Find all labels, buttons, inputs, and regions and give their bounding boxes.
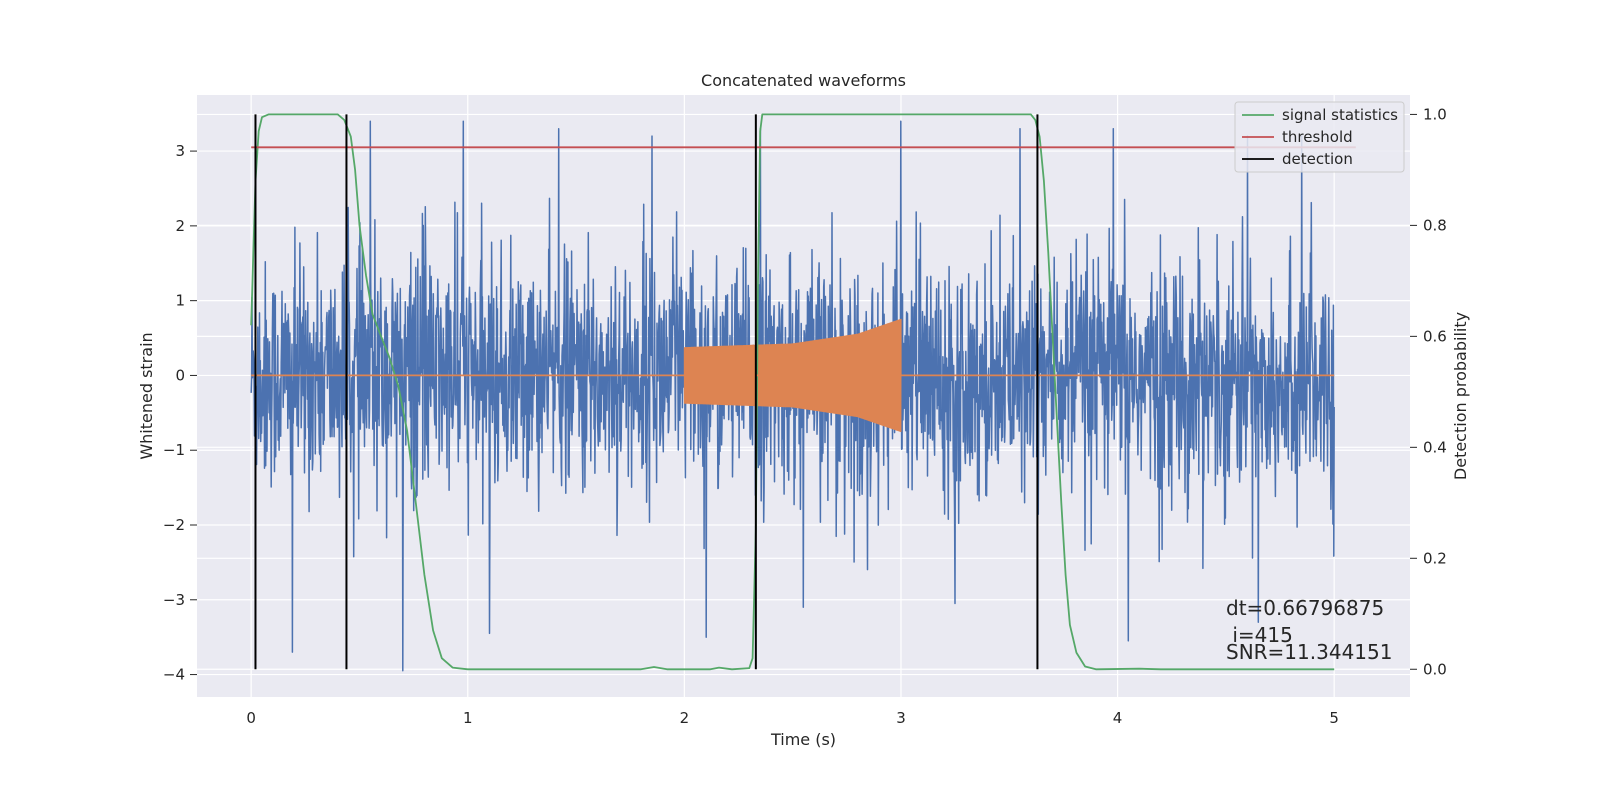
y-tick-label: 0 bbox=[175, 366, 185, 384]
y-tick-label: −3 bbox=[163, 591, 185, 609]
x-tick-label: 4 bbox=[1113, 709, 1123, 727]
x-axis-label: Time (s) bbox=[770, 730, 836, 749]
y-tick-label: −4 bbox=[163, 666, 185, 684]
annotation-index: i=415 bbox=[1226, 623, 1293, 647]
series-line-injected-signal bbox=[683, 318, 902, 433]
y-axis-label: Whitened strain bbox=[137, 332, 156, 459]
legend: signal statistics threshold detection bbox=[1234, 101, 1405, 173]
y-right-tick-label: 0.0 bbox=[1423, 660, 1447, 678]
ticks: 0 1 2 3 4 5 3 2 1 0 −1 −2 −3 −4 1.0 0.8 0.6 0.4 0.2 0.0 bbox=[163, 105, 1447, 727]
legend-entry-detection: detection bbox=[1282, 150, 1353, 168]
y-right-tick-label: 0.8 bbox=[1423, 216, 1447, 234]
y-tick-label: 1 bbox=[175, 292, 185, 310]
y-right-tick-label: 0.4 bbox=[1423, 438, 1447, 456]
x-tick-label: 0 bbox=[246, 709, 256, 727]
x-tick-label: 5 bbox=[1329, 709, 1339, 727]
series-clip-group bbox=[250, 113, 1356, 672]
chart-title: Concatenated waveforms bbox=[701, 71, 906, 90]
y-right-tick-label: 0.2 bbox=[1423, 549, 1447, 567]
y-axis-label-right: Detection probability bbox=[1451, 312, 1470, 480]
y-tick-label: 3 bbox=[175, 142, 185, 160]
y-tick-label: −2 bbox=[163, 516, 185, 534]
x-tick-label: 2 bbox=[680, 709, 690, 727]
y-tick-label: 2 bbox=[175, 217, 185, 235]
legend-box bbox=[1234, 101, 1405, 173]
x-tick-label: 3 bbox=[896, 709, 906, 727]
legend-entry-threshold: threshold bbox=[1282, 128, 1353, 146]
series-layer bbox=[250, 113, 1356, 672]
annotation-snr: SNR=11.344151 bbox=[1226, 640, 1392, 664]
x-tick-label: 1 bbox=[463, 709, 473, 727]
y-right-tick-label: 1.0 bbox=[1423, 105, 1447, 123]
annotation-dt: dt=0.66796875 bbox=[1226, 596, 1384, 620]
y-tick-label: −1 bbox=[163, 441, 185, 459]
legend-entry-signal-statistics: signal statistics bbox=[1282, 106, 1398, 124]
y-right-tick-label: 0.6 bbox=[1423, 327, 1447, 345]
